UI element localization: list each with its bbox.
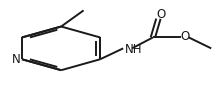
Text: O: O [156,8,165,21]
Text: N: N [11,53,20,66]
Text: O: O [180,30,189,43]
Text: NH: NH [125,43,143,56]
